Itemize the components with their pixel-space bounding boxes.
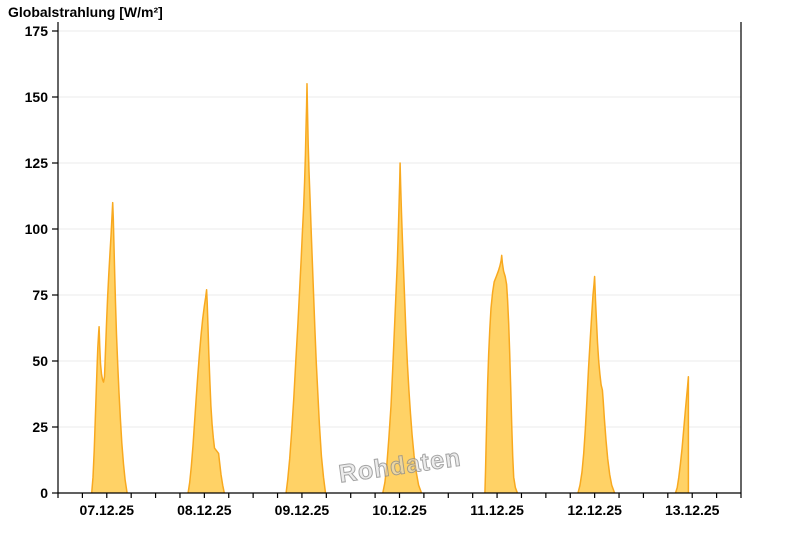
radiation-outline-day bbox=[187, 288, 226, 494]
x-day-label: 13.12.25 bbox=[665, 502, 720, 518]
radiation-area-day bbox=[188, 289, 225, 493]
y-tick-label: 150 bbox=[25, 89, 49, 105]
x-day-label: 07.12.25 bbox=[80, 502, 135, 518]
radiation-area-day bbox=[286, 83, 326, 494]
radiation-area-day bbox=[675, 376, 689, 493]
x-day-label: 08.12.25 bbox=[177, 502, 232, 518]
chart-title: Globalstrahlung [W/m²] bbox=[8, 4, 163, 20]
radiation-outline-day bbox=[577, 275, 616, 494]
axes: 0 25 50 75 100 125 150 175 07.12.25 08.12.25 09.12… bbox=[25, 22, 742, 518]
y-tick-label: 125 bbox=[25, 155, 49, 171]
radiation-area-day bbox=[382, 163, 422, 493]
radiation-outline-day bbox=[674, 376, 690, 494]
y-tick-label: 50 bbox=[32, 353, 48, 369]
y-tick-label: 0 bbox=[40, 485, 48, 501]
radiation-series bbox=[90, 83, 690, 494]
x-day-label: 10.12.25 bbox=[372, 502, 427, 518]
y-tick-label: 75 bbox=[32, 287, 48, 303]
radiation-outline-day bbox=[90, 201, 128, 494]
y-tick-label: 25 bbox=[32, 419, 48, 435]
radiation-area-day bbox=[91, 202, 128, 493]
radiation-outline-day bbox=[382, 162, 423, 494]
radiation-outline-day bbox=[484, 254, 519, 494]
radiation-area-day bbox=[484, 255, 518, 493]
y-tick-label: 100 bbox=[25, 221, 49, 237]
radiation-outline-day bbox=[285, 83, 327, 494]
x-day-label: 12.12.25 bbox=[567, 502, 622, 518]
x-day-label: 09.12.25 bbox=[275, 502, 330, 518]
x-day-label: 11.12.25 bbox=[470, 502, 524, 518]
y-tick-label: 175 bbox=[25, 23, 49, 39]
